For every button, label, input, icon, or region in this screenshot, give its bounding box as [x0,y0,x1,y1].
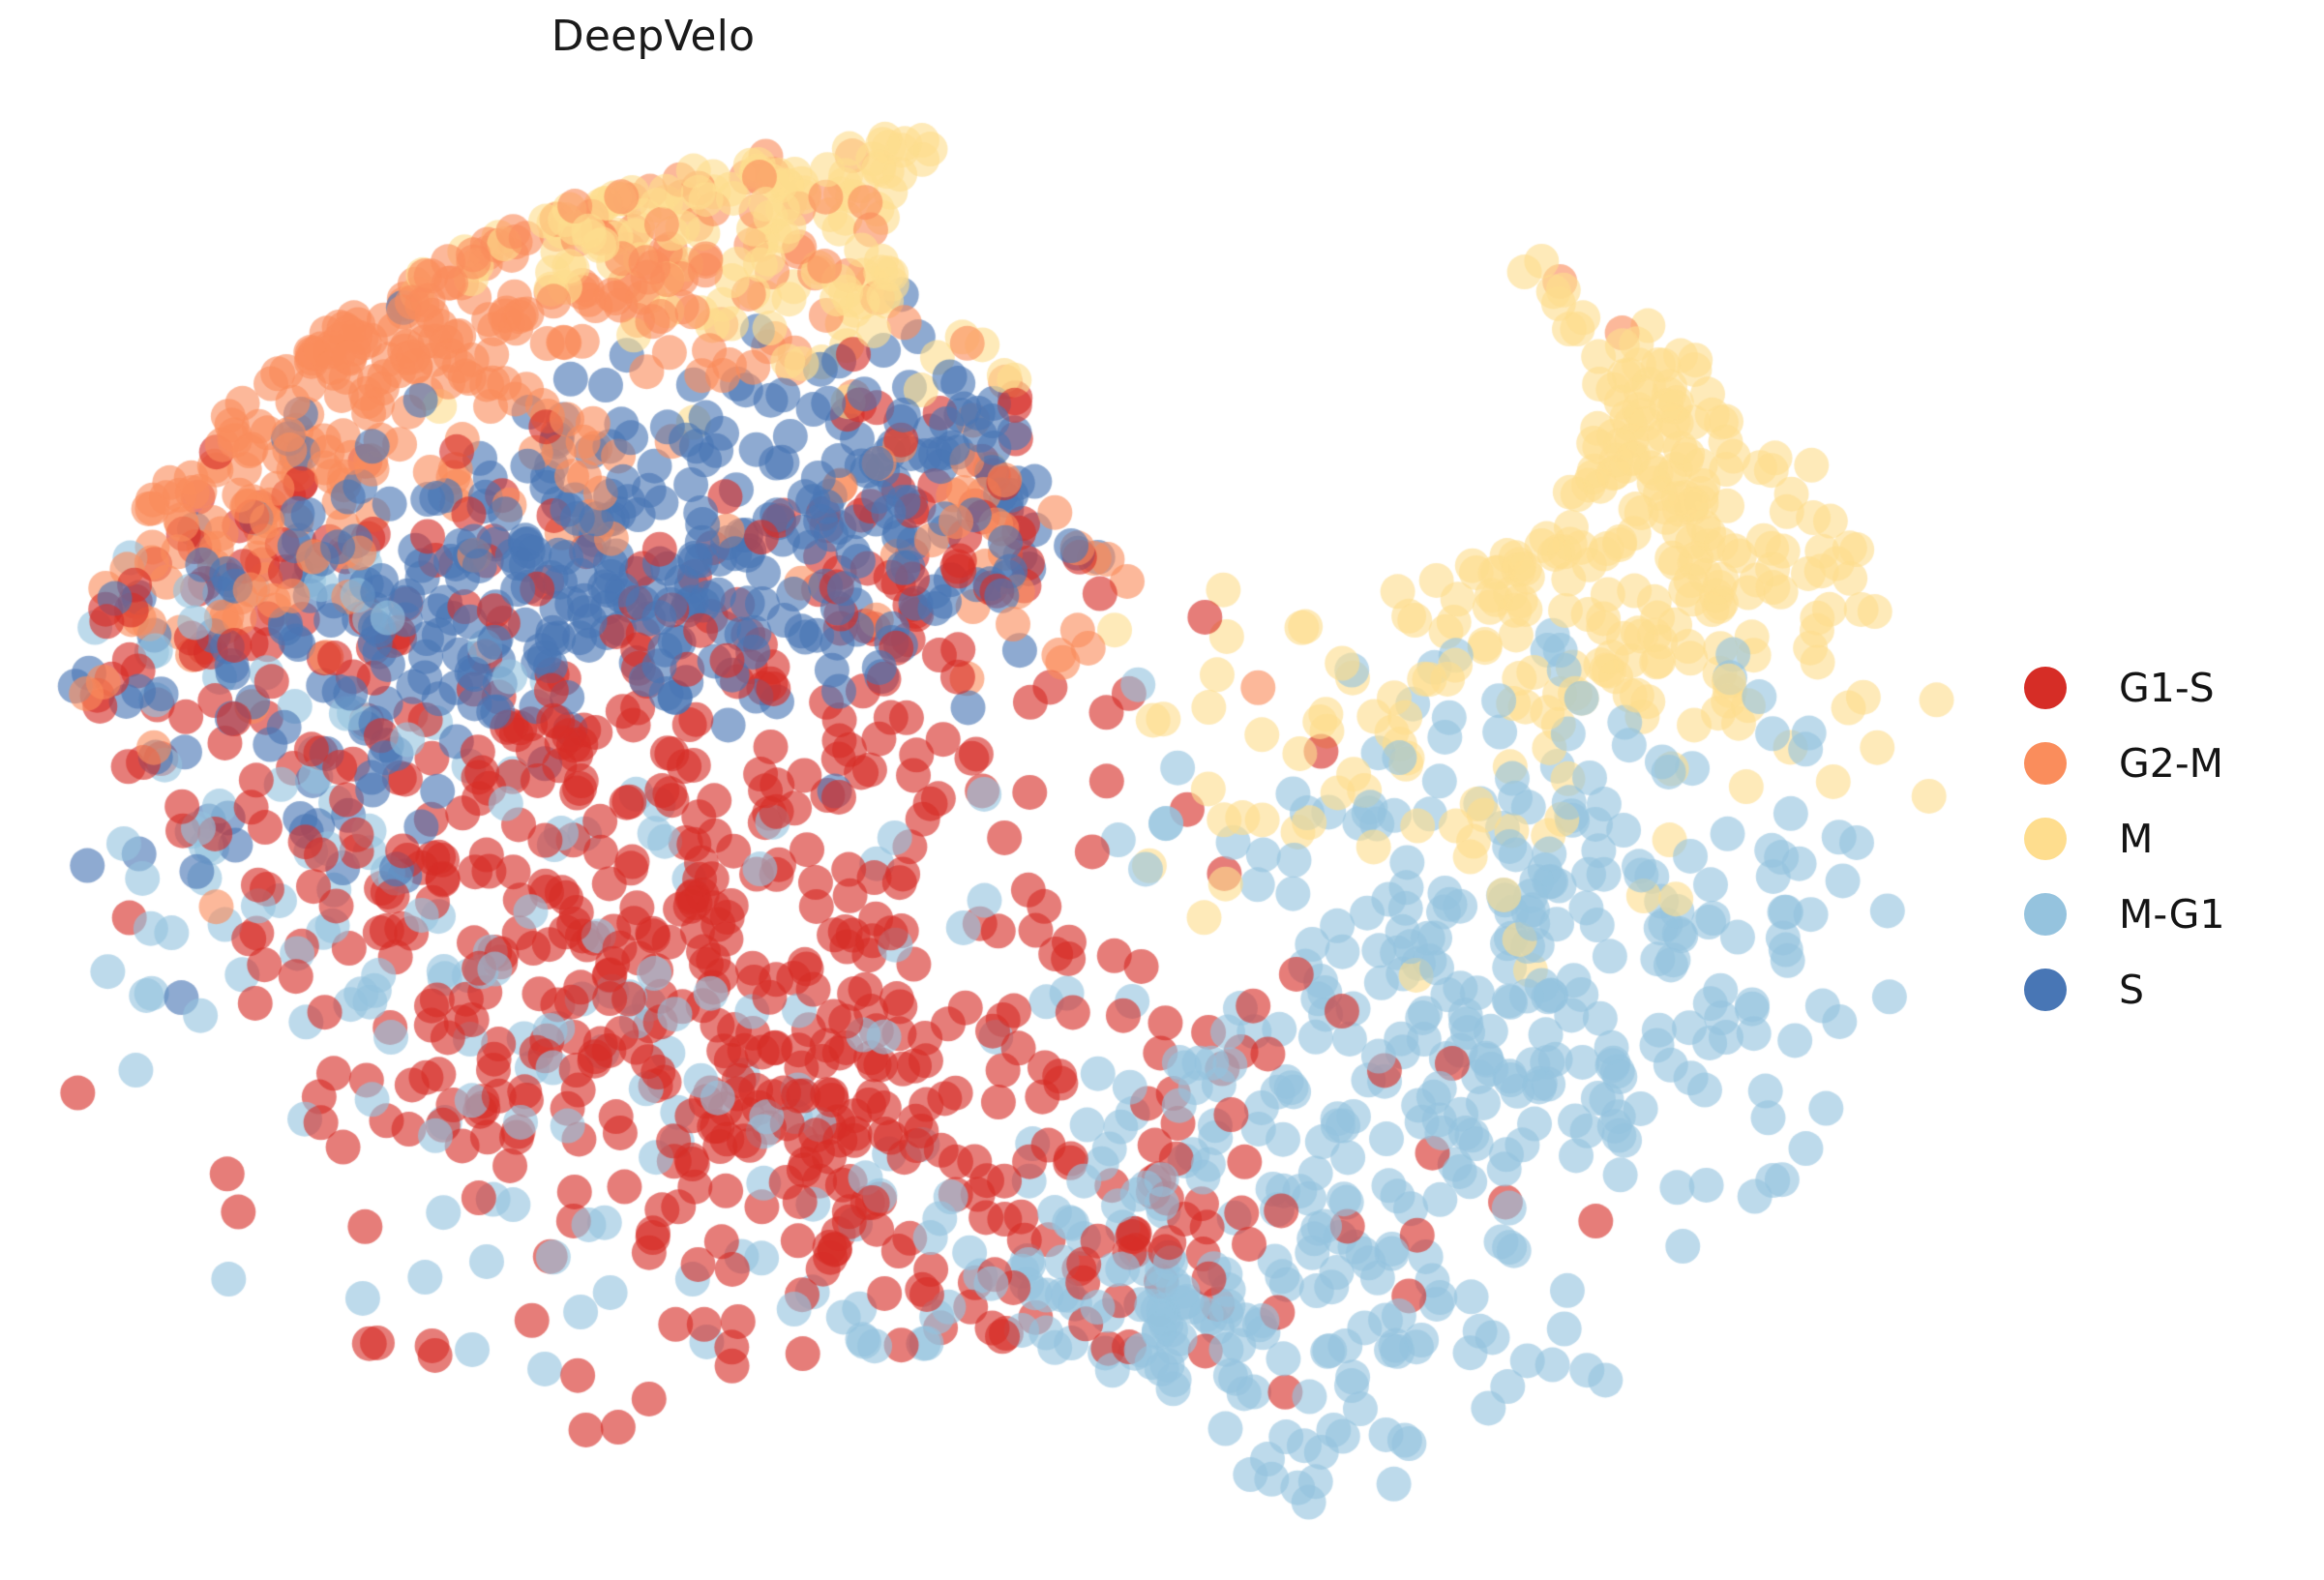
scatter-points-canvas [0,58,1993,1567]
legend-item-s[interactable]: S [2024,952,2305,1028]
legend-item-label: S [2119,966,2145,1013]
legend-item-label: M-G1 [2119,890,2225,938]
page-title: DeepVelo [551,12,756,61]
legend-item-label: G2-M [2119,739,2224,787]
legend-item-mg1[interactable]: M-G1 [2024,877,2305,952]
legend-item-g1s[interactable]: G1-S [2024,650,2305,726]
legend-item-m[interactable]: M [2024,801,2305,877]
legend: G1-S G2-M M M-G1 S [2024,650,2305,1028]
legend-item-g2m[interactable]: G2-M [2024,726,2305,801]
legend-marker-icon [2024,667,2067,709]
legend-marker-icon [2024,969,2067,1011]
scatter-axes [0,58,1993,1567]
legend-marker-icon [2024,893,2067,936]
legend-item-label: G1-S [2119,664,2215,711]
legend-marker-icon [2024,742,2067,785]
legend-item-label: M [2119,815,2154,862]
legend-marker-icon [2024,818,2067,860]
